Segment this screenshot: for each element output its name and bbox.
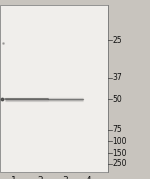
Text: 1: 1 (11, 176, 17, 179)
Text: 37: 37 (112, 73, 122, 82)
Text: 100: 100 (112, 137, 127, 146)
Text: 75: 75 (112, 125, 122, 134)
Text: 150: 150 (112, 149, 127, 158)
Text: 25: 25 (112, 36, 122, 45)
Text: 2: 2 (37, 176, 43, 179)
Text: 50: 50 (112, 95, 122, 104)
Text: 3: 3 (62, 176, 68, 179)
Bar (0, 5, 108, 172)
Text: 250: 250 (112, 159, 127, 168)
Text: 4: 4 (86, 176, 91, 179)
